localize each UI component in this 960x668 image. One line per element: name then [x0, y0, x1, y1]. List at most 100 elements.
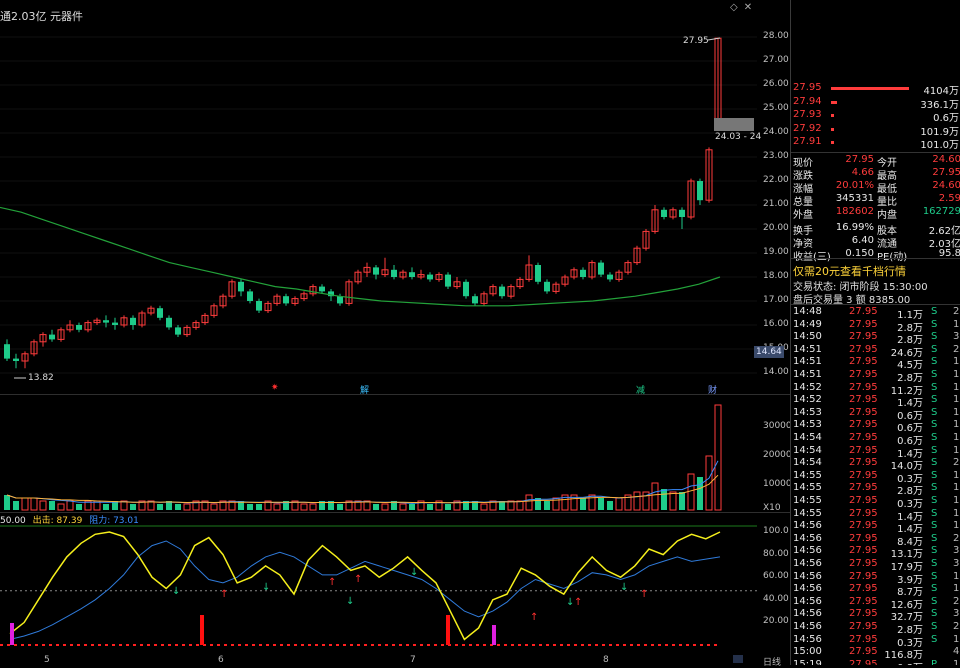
candle-body	[507, 286, 515, 297]
signal-arrow: ↓	[262, 582, 270, 593]
tick-row[interactable]: 14:55 27.95 2.8万 S 1	[791, 482, 960, 497]
volume-bar	[157, 504, 163, 510]
tick-side: S	[931, 343, 938, 355]
period-switch-button[interactable]	[733, 655, 743, 663]
signal-arrow: ↑	[530, 612, 538, 623]
order-book-row[interactable]: 27.93 0.6万	[791, 109, 960, 124]
candle-body	[687, 180, 695, 218]
tick-row[interactable]: 14:52 27.95 1.4万 S 1	[791, 394, 960, 409]
quote-label: 总量	[793, 197, 813, 208]
order-price: 27.94	[793, 95, 822, 107]
event-marker[interactable]: 减	[636, 386, 646, 396]
event-marker[interactable]: ✷	[271, 383, 279, 393]
order-book-row[interactable]: 27.95 4104万	[791, 82, 960, 97]
after-hours: 盘后交易量 3 额 8385.00	[793, 295, 911, 306]
tick-row[interactable]: 14:53 27.95 0.6万 S 1	[791, 407, 960, 422]
quote-row: 收益(三) 0.150PE(动) 95.8	[791, 248, 960, 263]
volume-bar	[147, 500, 155, 511]
tick-row[interactable]: 14:56 27.95 1.4万 S 1	[791, 520, 960, 535]
candle-body	[409, 272, 415, 277]
tick-time: 14:52	[793, 381, 822, 393]
tick-time: 14:55	[793, 507, 822, 519]
diamond-icon[interactable]: ◇	[730, 2, 744, 13]
tick-count: 1	[953, 419, 960, 431]
tick-time: 14:50	[793, 331, 822, 343]
event-marker[interactable]: 解	[360, 386, 370, 396]
volume-bar	[417, 500, 425, 511]
tick-count: 2	[953, 306, 960, 317]
tick-row[interactable]: 15:00 27.95 116.8万 47	[791, 646, 960, 661]
candlestick-chart[interactable]: ↓ ↑↓ ↑↓↑↓↑↓ ↑↓↑	[0, 0, 790, 665]
date-axis-label: 8	[603, 655, 609, 665]
candle-body	[669, 209, 677, 218]
tick-row[interactable]: 14:52 27.95 11.2万 S 1	[791, 381, 960, 397]
tick-side: S	[931, 633, 938, 645]
quote-label: 内盘	[877, 210, 897, 221]
tick-price: 27.95	[849, 545, 878, 557]
volume-bar	[273, 503, 281, 511]
candle-body	[183, 326, 191, 336]
tick-volume: 3.9万	[897, 574, 923, 586]
order-book-row[interactable]: 27.91 101.0万	[791, 136, 960, 151]
order-book-row[interactable]: 27.94 336.1万	[791, 95, 960, 111]
quote-value: 182602	[835, 206, 874, 217]
quote-label: 流通	[877, 239, 897, 250]
volume-bar	[661, 489, 667, 510]
tick-row[interactable]: 14:55 27.95 0.3万 S 1	[791, 495, 960, 510]
volume-bar	[409, 504, 415, 510]
tick-row[interactable]: 14:56 27.95 13.1万 S 3	[791, 545, 960, 560]
tick-volume: 1.4万	[897, 511, 923, 523]
tick-count: 3	[953, 558, 960, 569]
depth-promo-link[interactable]: 仅需20元查看千档行情	[793, 265, 906, 278]
tick-row[interactable]: 14:56 27.95 8.7万 S 1	[791, 583, 960, 598]
order-volume-bar	[831, 114, 834, 117]
candle-body	[489, 286, 497, 295]
order-book-row[interactable]: 27.92 101.9万	[791, 123, 960, 138]
tick-row[interactable]: 14:56 27.95 3.9万 S 1	[791, 571, 960, 586]
candle-body	[57, 329, 65, 340]
candle-body	[561, 276, 569, 285]
signal-bar	[492, 625, 496, 645]
volume-bar	[570, 494, 578, 511]
tick-row[interactable]: 14:56 27.95 8.4万 S 2	[791, 533, 960, 548]
quote-label: PE(动)	[877, 248, 907, 263]
tick-row[interactable]: 14:56 27.95 0.3万 S 1	[791, 633, 960, 649]
window-controls[interactable]: ◇✕	[730, 2, 758, 13]
tick-row[interactable]: 14:55 27.95 1.4万 S 1	[791, 507, 960, 523]
tick-row[interactable]: 14:56 27.95 17.9万 S 3	[791, 558, 960, 573]
tick-row[interactable]: 14:49 27.95 2.8万 S 1	[791, 318, 960, 334]
quote-row: 外盘 182602 内盘 162729	[791, 206, 960, 221]
divider	[791, 258, 960, 259]
tick-row[interactable]: 14:51 27.95 24.6万 S 2	[791, 343, 960, 359]
tick-row[interactable]: 14:54 27.95 14.0万 S 2	[791, 457, 960, 472]
candle-body	[138, 312, 146, 326]
candle-body	[697, 181, 703, 201]
tick-row[interactable]: 14:54 27.95 1.4万 S 1	[791, 444, 960, 460]
tick-time: 14:54	[793, 432, 822, 443]
candle-body	[238, 281, 244, 292]
volume-bar	[210, 503, 218, 511]
tick-count: 1	[953, 318, 960, 330]
tick-count: 1	[953, 381, 960, 393]
candle-body	[175, 327, 181, 335]
tick-row[interactable]: 14:50 27.95 2.8万 S 3	[791, 331, 960, 346]
volume-bar	[516, 500, 524, 511]
tick-row[interactable]: 14:48 27.95 1.1万 S 2	[791, 306, 960, 321]
tick-row[interactable]: 14:56 27.95 2.8万 S 2	[791, 621, 960, 636]
tick-row[interactable]: 14:56 27.95 12.6万 S 2	[791, 596, 960, 611]
tick-row[interactable]: 14:55 27.95 0.3万 S 1	[791, 470, 960, 485]
tick-row[interactable]: 14:56 27.95 32.7万 S 3	[791, 608, 960, 623]
signal-arrow: ↓	[410, 567, 418, 578]
period-tab[interactable]: 日线	[763, 658, 782, 668]
volume-bar	[328, 501, 334, 510]
close-icon[interactable]: ✕	[743, 2, 759, 13]
tick-row[interactable]: 15:19 27.95 0.8万 P 1	[791, 659, 960, 665]
indicator-resist: 阻力: 73.01	[89, 516, 139, 526]
tick-row[interactable]: 14:53 27.95 0.6万 S 1	[791, 419, 960, 434]
tick-count: 1	[953, 444, 960, 456]
tick-row[interactable]: 14:51 27.95 4.5万 S 1	[791, 356, 960, 371]
tick-row[interactable]: 14:54 27.95 0.6万 S 1	[791, 432, 960, 447]
event-marker[interactable]: 财	[708, 386, 718, 396]
chart-area[interactable]: 通2.03亿 元器件 ◇✕ ↓ ↑ ↓ ↑ ↓ ↑ ↓ ↑ ↓ ↑ ↓ ↑ 28.00 27.00 26.…	[0, 0, 792, 668]
tick-row[interactable]: 14:51 27.95 2.8万 S 1	[791, 369, 960, 384]
